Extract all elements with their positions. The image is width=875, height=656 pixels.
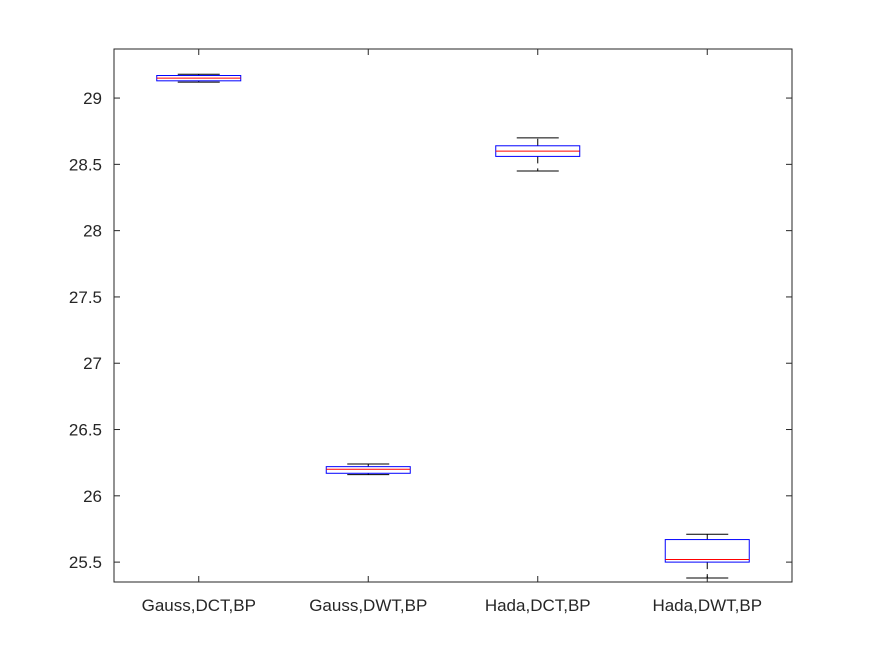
y-tick-label: 27 <box>83 354 102 373</box>
x-tick-label: Gauss,DWT,BP <box>309 596 427 615</box>
box-body <box>664 539 750 563</box>
x-tick-label: Gauss,DCT,BP <box>142 596 256 615</box>
box-4 <box>664 533 750 579</box>
plot-area <box>113 48 793 583</box>
box-2 <box>325 463 411 476</box>
box-1 <box>156 73 242 83</box>
box-body <box>325 466 411 474</box>
y-axis: 25.5 26 26.5 27 27.5 28 28.5 29 <box>69 89 792 572</box>
y-tick-label: 26 <box>83 487 102 506</box>
box-3 <box>495 137 581 172</box>
y-tick-label: 28.5 <box>69 155 102 174</box>
y-tick-label: 27.5 <box>69 288 102 307</box>
x-tick-label: Hada,DWT,BP <box>652 596 762 615</box>
y-tick-label: 28 <box>83 222 102 241</box>
y-tick-label: 26.5 <box>69 421 102 440</box>
y-tick-label: 25.5 <box>69 553 102 572</box>
box-series <box>156 73 750 579</box>
y-tick-label: 29 <box>83 89 102 108</box>
x-axis: Gauss,DCT,BP Gauss,DWT,BP Hada,DCT,BP Hada,… <box>142 49 762 615</box>
x-tick-label: Hada,DCT,BP <box>485 596 591 615</box>
